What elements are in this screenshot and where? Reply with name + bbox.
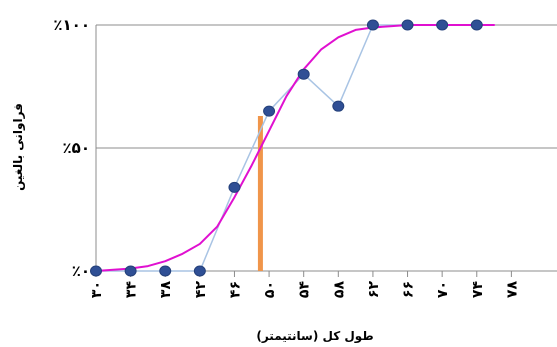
observed-point bbox=[193, 265, 206, 277]
x-tick-label: ۴۶ bbox=[227, 281, 243, 298]
observed-point bbox=[401, 19, 414, 31]
y-tick-label: ٪۱۰۰ bbox=[53, 16, 90, 34]
y-axis-label: فراوانی بالغین bbox=[11, 103, 26, 191]
tick-layer: ٪۰ ٪۵۰ ٪۱۰۰ ۳۰ ۳۴ ۳۸ ۴۲ ۴۶ ۵۰ ۵۴ ۵۸ ۶۲ ۶۶ ۷۰ ۷۴ ۷۸ bbox=[53, 16, 520, 298]
x-axis-label: طول کل (سانتیمتر) bbox=[256, 329, 373, 344]
x-tick-label: ۶۶ bbox=[401, 281, 417, 298]
x-tick-label: ۴۲ bbox=[193, 281, 209, 299]
x-tick-label: ۶۲ bbox=[366, 281, 382, 299]
x-tick-label: ۷۴ bbox=[470, 281, 486, 299]
observed-point bbox=[436, 19, 449, 31]
x-tick-label: ۳۰ bbox=[89, 281, 105, 298]
x-tick-label: ۳۸ bbox=[158, 281, 174, 299]
observed-point bbox=[159, 265, 172, 277]
fitted-curve bbox=[95, 24, 496, 272]
observed-point bbox=[470, 19, 483, 31]
y-tick-label: ٪۵۰ bbox=[63, 139, 90, 157]
observed-point bbox=[366, 19, 379, 31]
observed-point bbox=[263, 105, 276, 117]
grid-layer bbox=[95, 24, 557, 277]
y-tick-label: ٪۰ bbox=[72, 262, 90, 280]
observed-point bbox=[228, 181, 241, 193]
x-tick-label: ۷۸ bbox=[504, 281, 520, 299]
x-tick-label: ۵۴ bbox=[297, 281, 313, 299]
observed-point bbox=[90, 265, 102, 277]
observed-point bbox=[332, 100, 345, 112]
observed-point bbox=[297, 68, 310, 80]
x-tick-label: ۵۰ bbox=[262, 281, 278, 298]
observed-point bbox=[124, 265, 137, 277]
series-layer bbox=[90, 19, 496, 277]
x-tick-label: ۵۸ bbox=[331, 281, 347, 299]
x-tick-label: ۳۴ bbox=[124, 281, 140, 299]
x-tick-label: ۷۰ bbox=[435, 281, 451, 298]
